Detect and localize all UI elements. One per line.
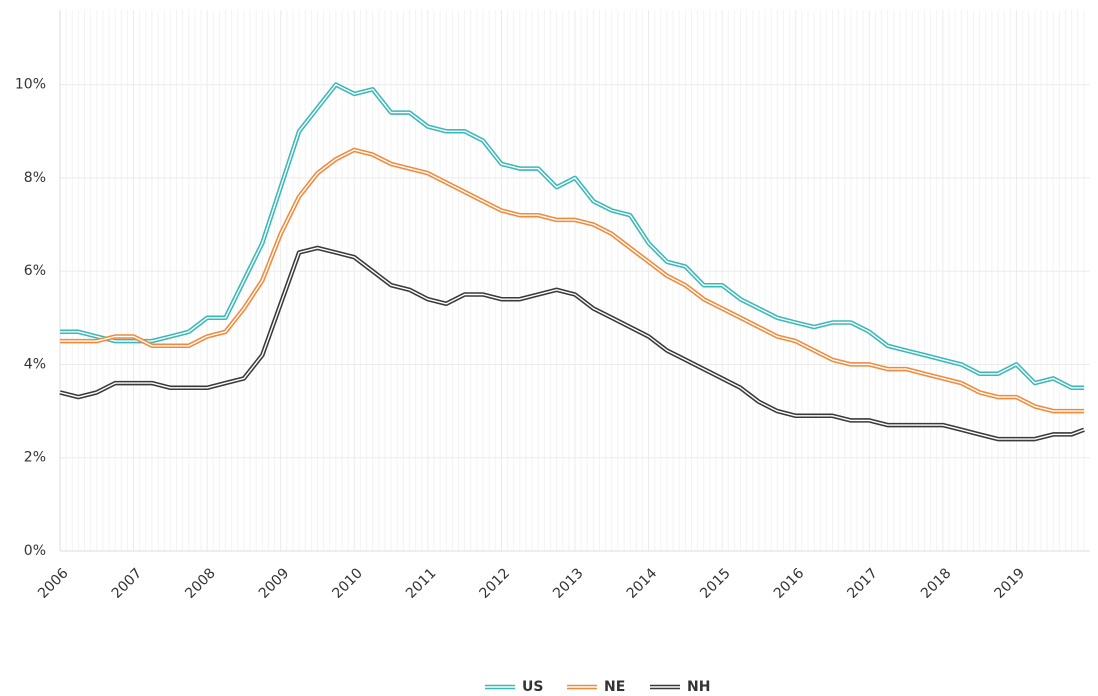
y-tick-label: 2%: [24, 450, 46, 466]
x-tick-label: 2009: [256, 565, 293, 602]
legend-label: NH: [687, 679, 710, 695]
legend-label: NE: [604, 679, 625, 695]
y-tick-label: 0%: [24, 543, 46, 559]
y-tick-label: 8%: [24, 170, 46, 186]
legend-label: US: [522, 679, 543, 695]
y-tick-label: 6%: [24, 263, 46, 279]
x-tick-label: 2012: [477, 565, 514, 602]
series-line-inner: [59, 247, 1085, 440]
series-line-inner: [60, 149, 1085, 412]
y-tick-label: 4%: [24, 356, 46, 372]
x-tick-label: 2007: [109, 565, 146, 602]
x-tick-label: 2018: [918, 565, 955, 602]
x-tick-label: 2014: [624, 565, 661, 602]
x-tick-label: 2019: [992, 565, 1029, 602]
x-tick-label: 2017: [844, 565, 881, 602]
x-tick-label: 2013: [550, 565, 587, 602]
x-tick-label: 2008: [182, 565, 219, 602]
x-tick-label: 2011: [403, 565, 440, 602]
x-tick-label: 2010: [329, 565, 366, 602]
series-line-inner: [60, 83, 1085, 389]
x-tick-label: 2006: [35, 565, 72, 602]
x-tick-label: 2015: [697, 565, 734, 602]
y-tick-label: 10%: [15, 77, 46, 93]
x-tick-label: 2016: [771, 565, 808, 602]
